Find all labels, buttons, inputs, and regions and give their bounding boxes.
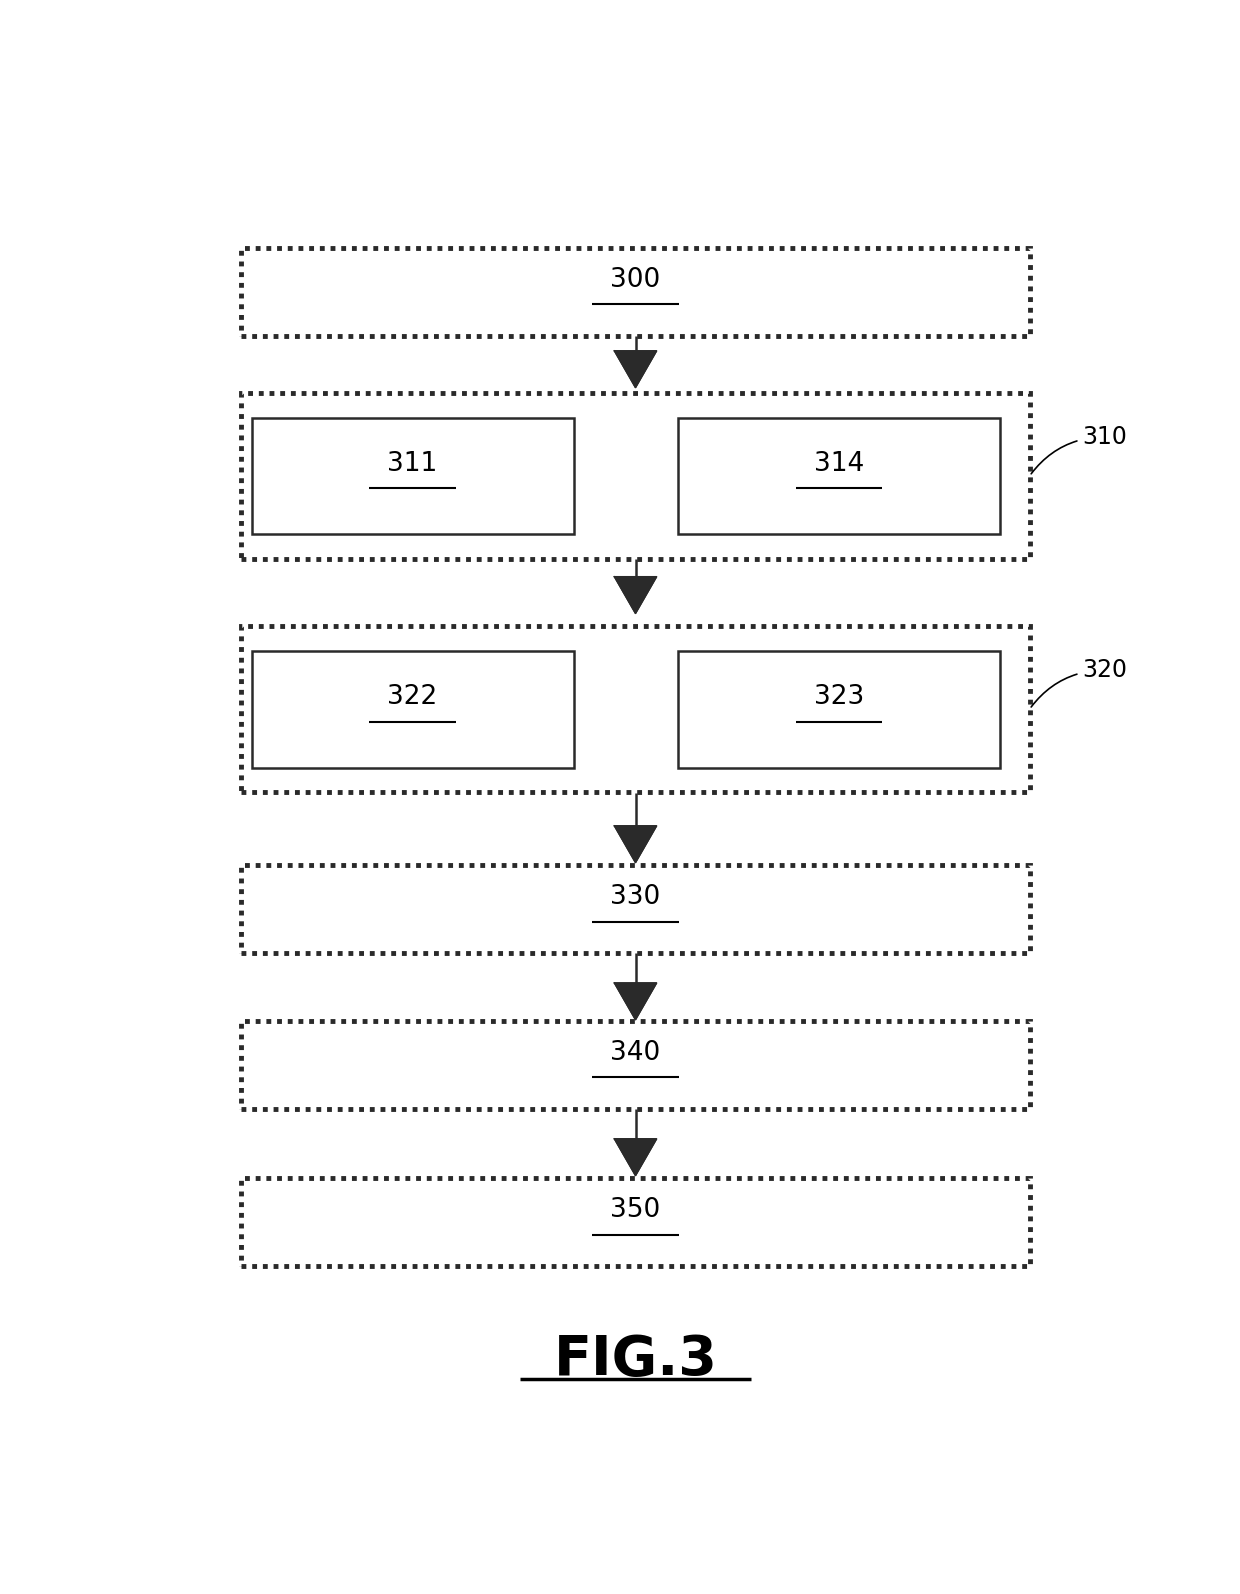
Text: 320: 320	[1032, 658, 1127, 708]
Bar	[242, 1178, 1029, 1267]
Bar	[242, 394, 1029, 559]
Text: 300: 300	[610, 266, 661, 293]
Bar	[242, 866, 1029, 953]
Text: 323: 323	[815, 684, 864, 709]
Polygon shape	[614, 1138, 657, 1176]
Polygon shape	[614, 983, 657, 1020]
Text: 322: 322	[387, 684, 438, 709]
Bar	[252, 650, 574, 768]
Text: 350: 350	[610, 1197, 661, 1223]
Bar	[242, 626, 1029, 792]
Polygon shape	[614, 826, 657, 862]
Text: 310: 310	[1032, 424, 1127, 473]
Text: 330: 330	[610, 885, 661, 910]
Bar	[678, 418, 1001, 534]
Text: FIG.3: FIG.3	[553, 1333, 718, 1387]
Text: 311: 311	[387, 451, 438, 477]
Polygon shape	[614, 577, 657, 614]
Bar	[678, 650, 1001, 768]
Text: 340: 340	[610, 1039, 661, 1066]
Text: 314: 314	[815, 451, 864, 477]
Bar	[252, 418, 574, 534]
Bar	[242, 1022, 1029, 1109]
Polygon shape	[614, 351, 657, 387]
Bar	[242, 247, 1029, 336]
